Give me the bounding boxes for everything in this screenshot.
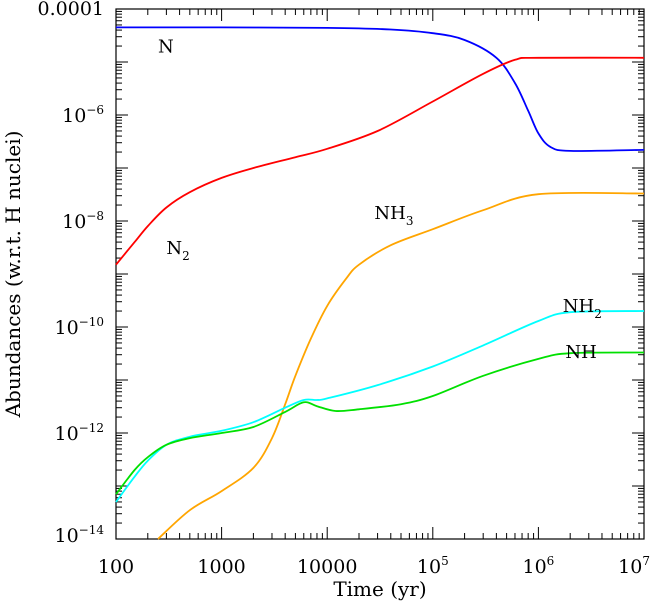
y-tick-label: 10−6 bbox=[62, 103, 104, 127]
x-tick-label: 1000 bbox=[197, 556, 245, 578]
x-tick-label: 100 bbox=[98, 556, 134, 578]
tick-labels: 100 1000 10000 105 106 107 0.0001 10−6 10−8 10−10… bbox=[38, 0, 650, 578]
y-tick-label: 10−12 bbox=[54, 421, 104, 445]
series-labels: N N2 NH3 NH2 NH bbox=[158, 37, 602, 363]
x-tick-label: 105 bbox=[417, 554, 449, 578]
series-line-n bbox=[115, 26, 645, 152]
series-lines bbox=[115, 26, 645, 540]
y-tick-label: 10−14 bbox=[54, 523, 104, 547]
series-line-nh3 bbox=[157, 191, 645, 540]
series-label-n2: N2 bbox=[166, 238, 189, 263]
y-axis-label: Abundances (w.r.t. H nuclei) bbox=[1, 131, 25, 419]
axis-ticks bbox=[115, 9, 644, 540]
y-tick-label: 0.0001 bbox=[38, 0, 104, 20]
series-label-nh3: NH3 bbox=[374, 203, 413, 228]
series-label-n: N bbox=[158, 37, 174, 58]
y-tick-label: 10−8 bbox=[62, 209, 104, 233]
x-tick-label: 106 bbox=[522, 554, 554, 578]
x-axis-label: Time (yr) bbox=[333, 577, 426, 601]
series-line-n2 bbox=[115, 56, 645, 266]
x-tick-label: 107 bbox=[618, 554, 650, 578]
y-tick-label: 10−10 bbox=[54, 315, 104, 339]
series-label-nh: NH bbox=[565, 342, 596, 363]
plot-frame bbox=[115, 8, 645, 540]
series-line-nh bbox=[115, 351, 645, 495]
x-tick-label: 10000 bbox=[297, 556, 357, 578]
series-label-nh2: NH2 bbox=[563, 296, 602, 321]
